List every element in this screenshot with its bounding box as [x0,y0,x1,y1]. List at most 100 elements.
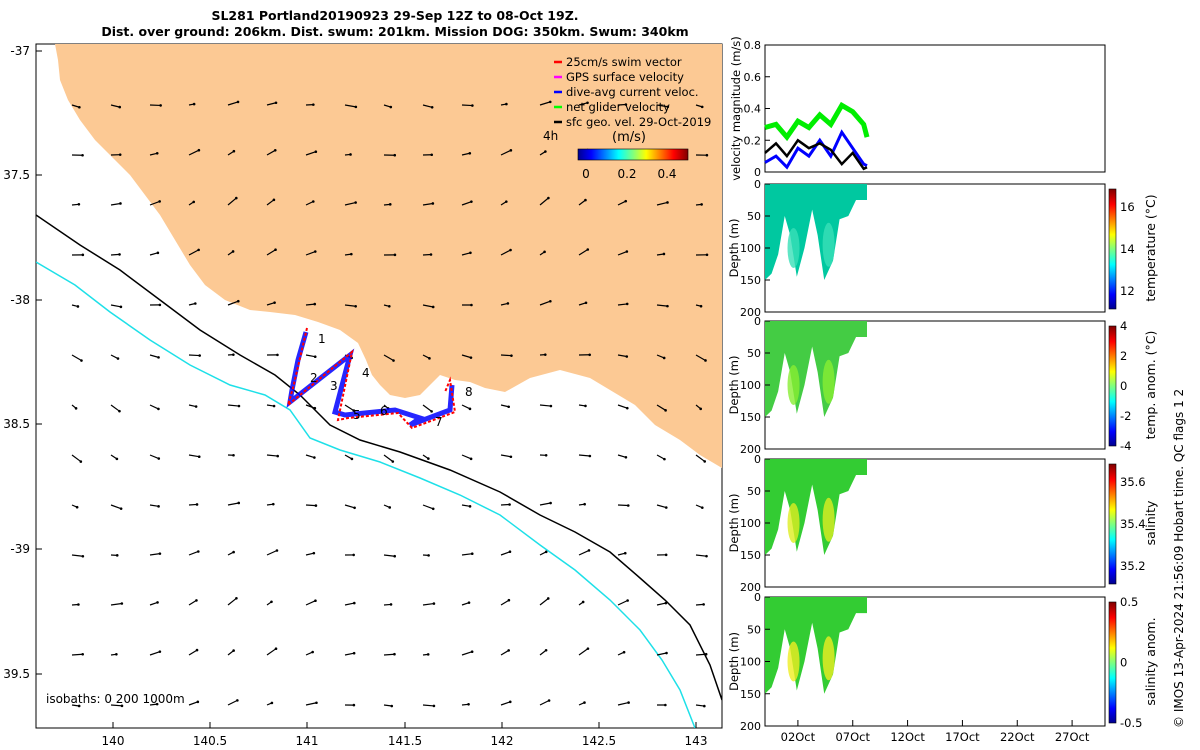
depth-tick: 150 [740,549,761,562]
current-arrow [617,354,627,358]
depth-tick: 100 [740,242,761,255]
current-arrow [344,454,353,460]
sal-anom-panel: 50 100 150 200 0 Depth (m) -0.5 0 0.5 salinity an… [727,591,1158,733]
current-arrow [266,249,276,256]
colorbar-tick: 35.2 [1120,559,1146,573]
current-arrow [578,199,586,206]
current-arrow [422,404,432,412]
depth-tick: 200 [740,443,761,456]
isobath-1000 [36,261,696,728]
current-arrow [578,549,590,556]
salinity-panel: 50 100 150 200 0 Depth (m) 35.2 35.4 35.6 salinit… [727,453,1158,594]
colorbar-title: (m/s) [612,130,646,145]
speed-colorbar: 4h (m/s) 0 0.2 0.4 [543,129,689,181]
current-arrow [344,602,355,606]
legend-entry: GPS surface velocity [566,70,684,84]
current-arrow [266,199,275,206]
current-arrow [305,552,314,556]
land-area [36,44,722,468]
current-arrow [656,602,666,606]
current-arrow [461,152,470,156]
current-arrow [344,504,355,509]
depth-tick: 50 [747,347,761,360]
current-arrow [266,648,277,656]
colorbar-tick: -4 [1120,439,1131,453]
current-arrow [71,354,82,362]
velocity-y-tick: 0.4 [744,103,762,116]
colorbar-tick: 16 [1120,200,1135,214]
current-arrow [188,454,200,458]
current-arrow [500,599,510,606]
current-arrow [695,653,707,656]
map-x-tick: 143 [685,734,708,748]
current-arrow [149,354,159,358]
current-arrow [383,704,392,707]
current-arrow [539,404,551,407]
current-arrow [422,504,434,510]
current-arrow [617,599,628,606]
current-arrow [188,149,200,156]
current-arrow [578,648,589,656]
current-arrow [110,202,121,206]
depth-axis-label: Depth (m) [727,356,741,415]
depth-tick: 150 [740,411,761,424]
colorbar-tick: 35.4 [1120,517,1146,531]
chart-title: SL281 Portland20190923 29-Sep 12Z to 08-… [0,8,790,40]
time-axis: 02Oct 07Oct 12Oct 17Oct 22Oct 27Oct [781,720,1090,744]
depth-axis-label: Depth (m) [727,219,741,278]
copyright-footer: © IMOS 13-Apr-2024 21:56:09 Hobart time.… [1172,389,1186,728]
map-x-tick: 140 [102,734,125,748]
current-arrow [422,202,433,206]
current-arrow [383,454,394,463]
depth-tick: 50 [747,623,761,636]
current-arrow [344,201,356,206]
colorbar-tick: 12 [1120,284,1135,298]
velocity-y-tick: 0.2 [744,134,762,147]
colorbar-tick: 0.4 [657,167,676,181]
velocity-ylabel: velocity magnitude (m/s) [729,36,743,181]
current-arrow [500,354,512,357]
current-arrow [188,550,199,556]
map-y-tick: 38.5 [3,417,30,431]
current-arrow [110,602,122,606]
legend-entry: sfc geo. vel. 29-Oct-2019 [566,115,711,129]
colorbar-tick: 0 [1120,656,1127,670]
title-line-1: SL281 Portland20190923 29-Sep 12Z to 08-… [211,8,579,23]
current-arrow [305,454,315,459]
waypoint-label: 2 [310,371,318,385]
current-arrow [539,300,551,306]
current-arrow [422,104,433,108]
temp-anom-panel: 50 100 150 200 0 Depth (m) -4 -2 0 2 4 temp. anom. … [727,315,1158,456]
current-arrow [539,502,551,506]
depth-tick: 200 [740,306,761,319]
current-arrow [305,600,316,606]
legend-entry: 25cm/s swim vector [566,55,682,69]
colorbar-tick: 0.2 [617,167,636,181]
colorbar-tick: 4 [1120,319,1127,333]
depth-tick: 0 [754,453,761,466]
current-arrow [188,354,200,357]
current-arrow [305,250,316,256]
current-arrow [383,653,395,656]
current-arrow [539,101,551,106]
current-arrow [500,649,509,656]
velocity-y-tick: 0.8 [744,39,762,52]
current-arrow [656,404,666,411]
time-tick: 07Oct [835,730,870,744]
current-arrow [71,653,83,656]
current-arrow [695,704,705,707]
current-arrow [500,454,512,458]
colorbar-tick: 0 [582,167,590,181]
current-arrow [461,252,471,256]
depth-tick: 100 [740,379,761,392]
waypoint-label: 5 [353,408,361,422]
section-colorbar [1108,463,1117,585]
current-arrow [344,304,356,307]
current-arrow [344,652,355,656]
depth-tick: 50 [747,485,761,498]
section-data-field [765,459,867,555]
colorbar-prefix: 4h [543,129,558,143]
current-arrow [110,504,122,510]
